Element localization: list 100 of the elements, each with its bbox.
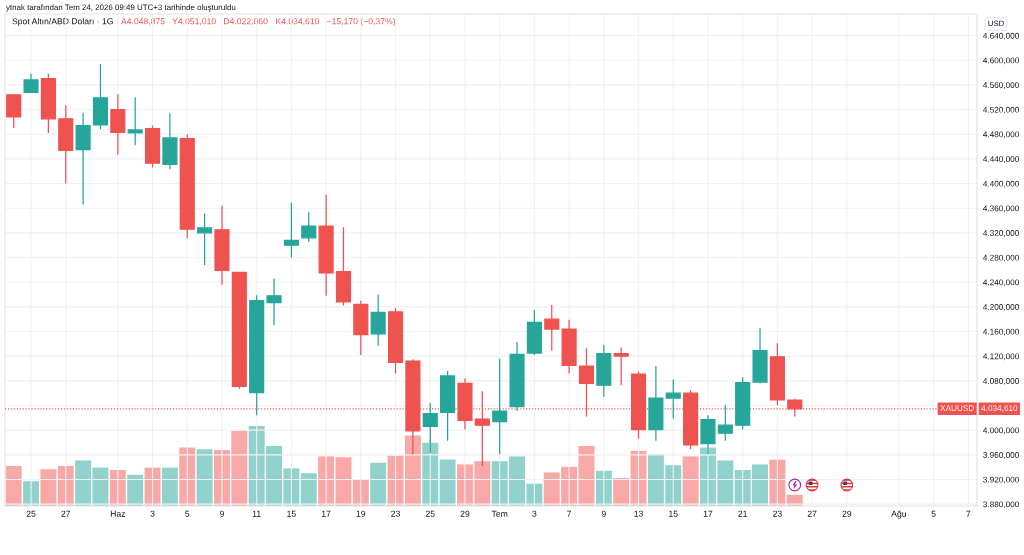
- y-tick-label: 4.520,000: [983, 106, 1019, 114]
- candlestick: [75, 112, 91, 206]
- annotation: A4.048,875: [121, 18, 165, 26]
- y-tick-label: 4.160,000: [983, 328, 1019, 336]
- candlestick: [509, 341, 525, 412]
- y-tick-label: 4.480,000: [983, 131, 1019, 139]
- y-tick-label: 4.240,000: [983, 279, 1019, 287]
- candlestick: [214, 205, 230, 286]
- candlestick: [370, 293, 386, 347]
- candlestick: [440, 370, 456, 442]
- x-tick-label: 7: [966, 510, 971, 517]
- candlestick: [457, 377, 473, 431]
- candlestick: [648, 365, 664, 442]
- candlestick: [335, 226, 352, 307]
- x-tick-label: 15: [287, 510, 296, 517]
- y-tick-label: 4.560,000: [983, 82, 1019, 89]
- annotation: D4.022,060: [224, 18, 268, 26]
- candlestick: [596, 344, 612, 398]
- x-tick-label: 27: [61, 510, 71, 517]
- ref-line-label: 4.034,610: [981, 405, 1018, 412]
- bar: [127, 474, 144, 506]
- candlestick: [144, 124, 161, 169]
- candlestick: [387, 307, 404, 375]
- y-tick-label: 4.120,000: [983, 353, 1019, 361]
- candlestick: [40, 73, 56, 134]
- candlestick: [6, 93, 22, 129]
- candlestick: [752, 327, 768, 384]
- chart-title: Spot Altın/ABD Doları · 1G: [12, 17, 113, 27]
- y-tick-label: 4.320,000: [983, 230, 1019, 237]
- candlestick: [197, 212, 213, 266]
- x-tick-label: 21: [738, 510, 748, 517]
- bar: [40, 469, 57, 506]
- bar: [682, 456, 699, 506]
- y-tick-label: 4.080,000: [983, 378, 1019, 385]
- candlestick: [249, 294, 265, 416]
- candlestick: [717, 404, 733, 442]
- candlestick: [266, 277, 282, 326]
- bar: [196, 449, 213, 506]
- candlestick: [735, 376, 751, 431]
- candlestick: [162, 112, 178, 170]
- candlestick: [23, 73, 39, 94]
- x-tick-label: 19: [356, 510, 366, 517]
- candlestick: [665, 378, 681, 420]
- y-tick-label: 3.920,000: [983, 476, 1019, 484]
- bar: [161, 467, 178, 506]
- candlestick: [561, 319, 577, 375]
- candlestick: [544, 304, 560, 352]
- y-tick-label: 4.640,000: [983, 32, 1019, 40]
- x-tick-label: Haz: [110, 510, 126, 517]
- y-tick-label: 4.360,000: [983, 205, 1019, 213]
- candlestick: [127, 96, 143, 146]
- x-tick-label: 7: [567, 510, 572, 517]
- annotation: −15,170 (−0,37%): [327, 17, 396, 27]
- bar: [5, 466, 22, 506]
- x-tick-label: 27: [807, 510, 817, 517]
- x-tick-label: 29: [460, 510, 470, 517]
- candlestick: [526, 309, 542, 356]
- x-tick-label: 5: [185, 510, 190, 517]
- x-tick-label: 15: [669, 510, 678, 517]
- candlestick: [110, 93, 126, 156]
- candlestick: [58, 104, 74, 185]
- candlestick: [231, 271, 247, 390]
- x-tick-label: 9: [219, 510, 224, 517]
- candlestick: [353, 300, 369, 356]
- candlestick: [492, 358, 508, 455]
- candlestick: [283, 202, 299, 259]
- candlestick: [769, 342, 785, 406]
- x-tick-label: Ağu: [891, 510, 906, 519]
- bar: [300, 473, 317, 506]
- annotation: XAUUSD: [940, 405, 974, 412]
- y-tick-label: 3.960,000: [983, 452, 1019, 459]
- y-tick-label: 4.600,000: [983, 57, 1019, 65]
- candlestick: [179, 133, 195, 240]
- candlestick: [613, 346, 629, 386]
- x-tick-label: 3: [532, 510, 537, 517]
- y-tick-label: 4.400,000: [983, 180, 1019, 188]
- y-tick-label: 4.440,000: [983, 156, 1019, 163]
- y-tick-label: 4.280,000: [983, 254, 1019, 262]
- x-tick-label: 5: [931, 510, 936, 517]
- y-tick-label: 3.880,000: [983, 501, 1019, 509]
- x-tick-label: 23: [391, 510, 400, 517]
- x-tick-label: 25: [26, 510, 36, 517]
- y-tick-label: 4.200,000: [983, 304, 1019, 311]
- x-tick-label: 29: [842, 510, 852, 517]
- candlestick: [92, 63, 109, 130]
- x-tick-label: 11: [252, 510, 261, 517]
- x-tick-label: 3: [150, 510, 155, 517]
- candlestick: [301, 211, 317, 243]
- x-tick-label: Tem: [491, 510, 508, 517]
- x-tick-label: 13: [634, 510, 643, 517]
- bar: [370, 462, 387, 506]
- annotation: K4.034,610: [276, 18, 320, 26]
- x-tick-label: 25: [425, 510, 435, 517]
- x-tick-label: 23: [773, 510, 782, 517]
- x-tick-label: 17: [703, 510, 713, 517]
- bar: [439, 459, 456, 506]
- annotation: Y4.051,010: [172, 18, 216, 26]
- candlestick: [318, 194, 334, 297]
- x-tick-label: 17: [321, 510, 331, 517]
- y-tick-label: 4.000,000: [983, 427, 1019, 435]
